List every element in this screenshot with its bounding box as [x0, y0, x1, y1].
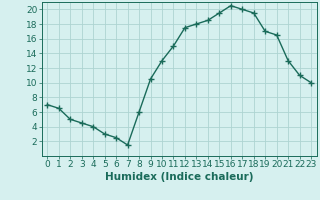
X-axis label: Humidex (Indice chaleur): Humidex (Indice chaleur): [105, 172, 253, 182]
